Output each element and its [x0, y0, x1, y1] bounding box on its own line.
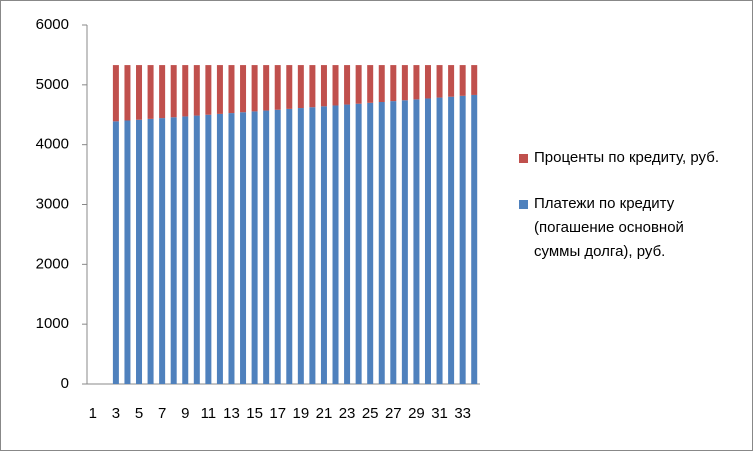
- bar-segment: [136, 65, 143, 120]
- bar-segment: [124, 65, 131, 121]
- bar-segment: [401, 65, 408, 101]
- bar-segment: [471, 94, 478, 385]
- bar-segment: [390, 65, 397, 102]
- bar-segment: [182, 65, 189, 117]
- bar-segment: [436, 65, 443, 98]
- bar-segment: [355, 103, 362, 385]
- x-tick-label: 13: [223, 405, 240, 422]
- bar-segment: [112, 121, 119, 384]
- bar-segment: [240, 65, 247, 113]
- bar-segment: [413, 99, 420, 384]
- bar-segment: [170, 65, 177, 118]
- bar-segment: [378, 102, 385, 385]
- bar-segment: [216, 113, 223, 385]
- bar-segment: [193, 115, 200, 384]
- bar-segment: [124, 120, 131, 384]
- bar-segment: [424, 65, 431, 99]
- bar-segment: [286, 65, 293, 109]
- bar-segment: [448, 65, 455, 97]
- legend-swatch: [519, 154, 528, 163]
- y-tick-label: 2000: [36, 255, 69, 272]
- legend-item: Проценты по кредиту, руб.: [519, 146, 719, 170]
- bar-segment: [367, 102, 374, 384]
- y-tick-label: 6000: [36, 16, 69, 33]
- bar-segment: [136, 119, 143, 385]
- y-tick-label: 5000: [36, 76, 69, 93]
- y-tick-label: 3000: [36, 195, 69, 212]
- bar-segment: [147, 118, 154, 384]
- legend-swatch: [519, 200, 528, 209]
- legend-item: Платежи по кредиту (погашение основной с…: [519, 192, 719, 264]
- bar-segment: [112, 65, 119, 122]
- bar-segment: [205, 114, 212, 384]
- bar-segment: [309, 65, 316, 108]
- y-tick-label: 4000: [36, 136, 69, 153]
- bar-segment: [320, 65, 327, 107]
- bar-segment: [159, 118, 166, 384]
- x-tick-label: 29: [408, 405, 425, 422]
- bar-segment: [263, 110, 270, 384]
- bar-segment: [170, 117, 177, 384]
- bar-segment: [436, 97, 443, 385]
- x-tick-label: 3: [112, 405, 120, 422]
- bar-segment: [459, 65, 466, 96]
- bar-segment: [228, 65, 235, 114]
- x-tick-label: 15: [246, 405, 263, 422]
- bar-segment: [251, 111, 258, 385]
- x-tick-label: 27: [385, 405, 402, 422]
- bar-segment: [193, 65, 200, 116]
- x-tick-label: 17: [269, 405, 286, 422]
- bar-segment: [228, 113, 235, 384]
- bar-segment: [286, 108, 293, 385]
- bar-segment: [471, 65, 478, 95]
- bar-segment: [297, 65, 304, 109]
- bar-segment: [251, 65, 258, 112]
- x-tick-label: 11: [201, 405, 217, 422]
- bar-segment: [240, 112, 247, 384]
- bar-segment: [320, 106, 327, 384]
- bar-segment: [263, 65, 270, 111]
- bar-segment: [448, 96, 455, 384]
- bar-segment: [413, 65, 420, 100]
- bar-segment: [309, 107, 316, 384]
- bar-segment: [332, 65, 339, 106]
- bar-segment: [274, 65, 281, 110]
- bar-segment: [401, 100, 408, 385]
- x-tick-label: 21: [316, 405, 333, 422]
- bar-segment: [367, 65, 374, 103]
- bar-segment: [159, 65, 166, 119]
- bar-segment: [297, 108, 304, 384]
- x-tick-label: 5: [135, 405, 143, 422]
- bar-segment: [344, 65, 351, 105]
- x-tick-label: 23: [339, 405, 356, 422]
- x-tick-label: 25: [362, 405, 379, 422]
- x-tick-label: 1: [89, 405, 97, 422]
- x-tick-label: 31: [431, 405, 448, 422]
- x-tick-label: 9: [181, 405, 189, 422]
- bar-segment: [274, 109, 281, 384]
- x-tick-label: 19: [292, 405, 309, 422]
- bar-segment: [390, 101, 397, 384]
- bar-segment: [182, 116, 189, 385]
- bar-segment: [344, 104, 351, 384]
- bar-segment: [216, 65, 223, 114]
- legend: Проценты по кредиту, руб. Платежи по кред…: [519, 146, 719, 286]
- legend-label: Проценты по кредиту, руб.: [534, 149, 719, 166]
- x-tick-label: 7: [158, 405, 166, 422]
- x-tick-label: 33: [454, 405, 471, 422]
- bar-segment: [355, 65, 362, 104]
- y-tick-label: 1000: [36, 315, 69, 332]
- legend-label: Платежи по кредиту (погашение основной с…: [534, 195, 684, 260]
- bar-segment: [332, 105, 339, 384]
- bar-segment: [424, 98, 431, 384]
- bar-segment: [205, 65, 212, 115]
- y-tick-label: 0: [61, 375, 69, 392]
- bar-segment: [378, 65, 385, 103]
- bar-segment: [147, 65, 154, 119]
- bar-segment: [459, 95, 466, 385]
